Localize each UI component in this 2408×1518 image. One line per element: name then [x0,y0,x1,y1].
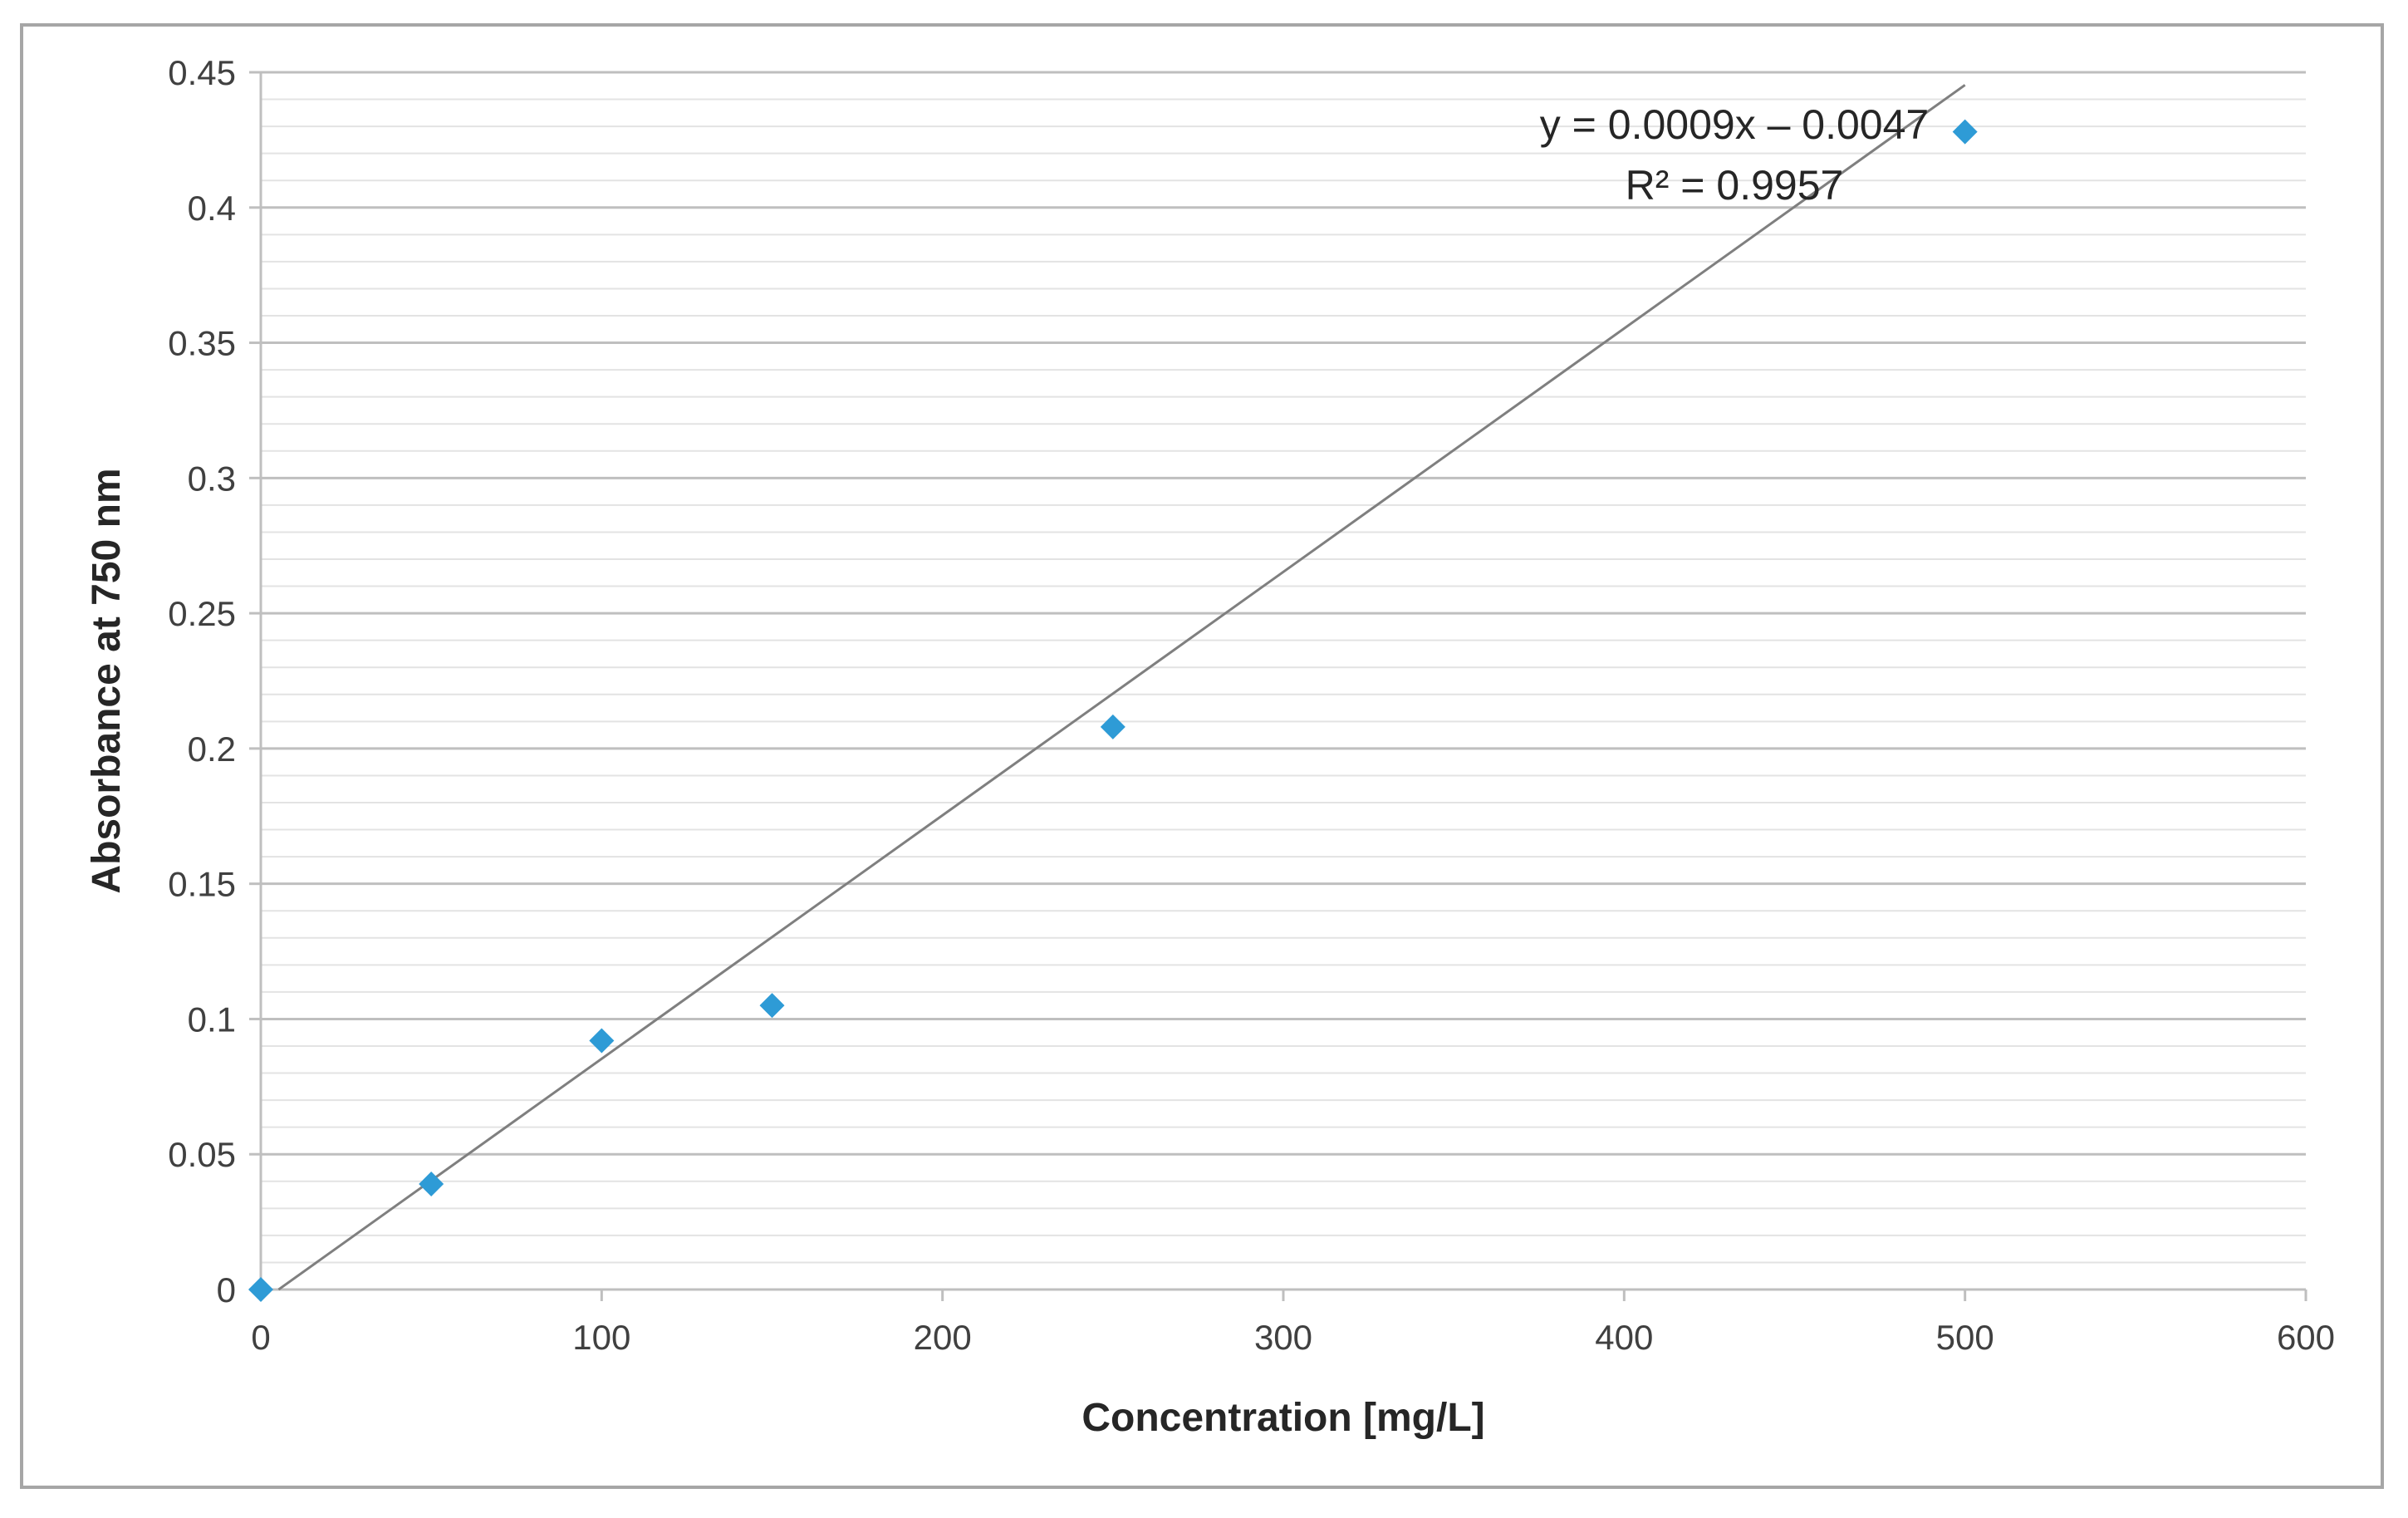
data-point [1100,714,1126,739]
trendline-equation: y = 0.0009x – 0.0047 [1540,101,1929,148]
y-tick-label: 0 [217,1270,236,1309]
data-points [248,119,1978,1302]
data-point [1952,119,1978,145]
chart-svg: 0 100 200 300 400 500 600 00.050.10.150.20.250… [85,53,2335,1440]
data-point [248,1277,273,1302]
x-tick-label: 0 [251,1318,270,1357]
y-tick-label: 0.4 [188,189,236,228]
major-gridlines [249,71,2306,1291]
trendline-r-squared: R² = 0.9957 [1626,162,1844,209]
x-tick-label: 400 [1595,1318,1653,1357]
y-tick-label: 0.15 [168,865,236,904]
x-tick-label: 100 [572,1318,630,1357]
y-tick-label: 0.2 [188,730,236,769]
y-axis-title: Absorbance at 750 nm [85,468,129,893]
x-tick-label: 600 [2277,1318,2335,1357]
x-tick-labels: 0 100 200 300 400 500 600 [251,1290,2335,1357]
data-point [419,1172,444,1197]
y-tick-label: 0.3 [188,459,236,498]
trendline-group [277,84,1966,1291]
minor-gridlines [261,98,2306,1264]
x-tick-label: 200 [914,1318,972,1357]
trendline [277,84,1966,1291]
y-tick-label: 0.25 [168,594,236,633]
axes [259,72,2306,1291]
x-tick-label: 500 [1936,1318,1994,1357]
y-tick-label: 0.35 [168,324,236,363]
y-tick-label: 0.45 [168,53,236,92]
x-tick-label: 300 [1254,1318,1312,1357]
y-tick-label: 0.05 [168,1135,236,1174]
y-tick-label: 0.1 [188,1000,236,1039]
chart-frame: 0 100 200 300 400 500 600 0 0.05 0.1 0.15 0.2 0.25 0… [20,23,2384,1489]
data-point [589,1028,615,1054]
data-point [759,993,785,1019]
x-axis-title: Concentration [mg/L] [1081,1396,1484,1440]
y-tick-labels: 0 0.05 0.1 0.15 0.2 0.25 0.3 0.35 0.4 0.45 [168,53,236,1309]
